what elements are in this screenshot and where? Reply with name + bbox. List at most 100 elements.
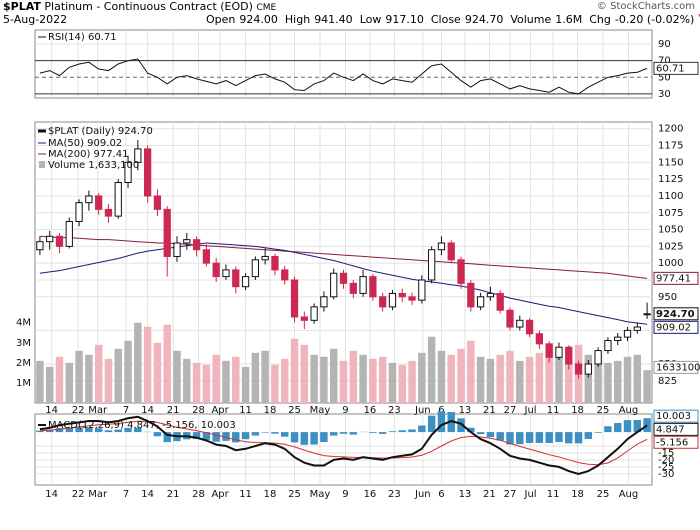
candle-body bbox=[467, 282, 475, 308]
y-tick-label: -20 bbox=[658, 455, 674, 466]
candle-body bbox=[261, 255, 269, 261]
volume-bar bbox=[310, 354, 318, 403]
macd-histogram-bar bbox=[104, 430, 113, 433]
macd-histogram-bar bbox=[388, 431, 397, 433]
volume-bar bbox=[457, 348, 465, 403]
volume-bar bbox=[584, 354, 593, 403]
x-tick-label: Mar bbox=[88, 405, 108, 416]
candle-body bbox=[114, 182, 122, 217]
value-tag-box bbox=[653, 61, 699, 75]
macd-histogram-bar bbox=[45, 429, 54, 433]
macd-histogram-bar bbox=[232, 432, 240, 443]
x-tick-label: 14 bbox=[141, 489, 154, 500]
quote-date: 5-Aug-2022 bbox=[3, 13, 68, 26]
legend-entry: $PLAT (Daily) 924.70 bbox=[48, 126, 153, 137]
rsi-line bbox=[39, 58, 648, 95]
x-tick-label: 28 bbox=[192, 405, 205, 416]
volume-bar bbox=[437, 350, 446, 403]
x-tick-label: Jul bbox=[524, 489, 537, 500]
candle-body bbox=[251, 259, 259, 278]
candle-body bbox=[173, 242, 181, 257]
candle-body bbox=[398, 292, 406, 298]
quote-label: Chg bbox=[589, 13, 611, 26]
macd-histogram-bar bbox=[202, 432, 211, 440]
macd-histogram-bar bbox=[476, 432, 485, 435]
candle-body bbox=[555, 346, 563, 358]
macd-signal-line bbox=[39, 420, 648, 466]
panel-frame bbox=[34, 413, 653, 486]
volume-bar bbox=[281, 358, 289, 403]
macd-histogram-bar bbox=[222, 432, 230, 441]
candle-body bbox=[428, 249, 436, 281]
value-tag-box bbox=[653, 435, 699, 449]
candle-body bbox=[604, 339, 612, 352]
legend-entry: RSI(14) 60.71 bbox=[48, 32, 117, 43]
candle-body bbox=[457, 259, 465, 284]
x-tick-label: May bbox=[310, 405, 331, 416]
volume-bar bbox=[545, 348, 553, 403]
volume-bar bbox=[183, 358, 191, 403]
volume-bar bbox=[124, 340, 132, 403]
macd-histogram-bar bbox=[349, 432, 358, 435]
volume-bar bbox=[202, 364, 211, 403]
macd-histogram-bar bbox=[486, 432, 495, 438]
candle-body bbox=[614, 336, 622, 341]
candle-body bbox=[202, 249, 211, 264]
candle-body bbox=[535, 333, 544, 345]
x-tick-label: 16 bbox=[364, 405, 377, 416]
x-tick-label: 27 bbox=[504, 405, 517, 416]
y-tick-label: 2M bbox=[16, 358, 31, 369]
y-tick-label: 825 bbox=[658, 376, 677, 387]
x-tick-label: 21 bbox=[167, 489, 180, 500]
x-tick-label: 25 bbox=[288, 405, 301, 416]
x-tick-label: Apr bbox=[211, 405, 229, 416]
y-tick-label: 70 bbox=[658, 56, 671, 67]
x-tick-label: 7 bbox=[123, 489, 129, 500]
macd-histogram-bar bbox=[643, 418, 651, 433]
x-tick-label: 21 bbox=[483, 489, 496, 500]
macd-histogram-bar bbox=[545, 432, 553, 443]
macd-histogram-bar bbox=[134, 427, 142, 433]
macd-histogram-bar bbox=[408, 429, 416, 433]
y-tick-label: 50 bbox=[658, 72, 671, 83]
x-tick-label: 27 bbox=[504, 489, 517, 500]
macd-histogram-bar bbox=[55, 428, 64, 433]
x-tick-label: Aug bbox=[619, 489, 639, 500]
symbol: $PLAT bbox=[3, 0, 41, 13]
x-tick-label: 11 bbox=[239, 405, 252, 416]
x-tick-label: 13 bbox=[459, 405, 472, 416]
value-tag-box bbox=[653, 271, 699, 285]
candle-body bbox=[584, 363, 592, 375]
volume-bar bbox=[114, 348, 122, 403]
candle-body bbox=[506, 309, 514, 328]
volume-bar bbox=[565, 350, 573, 403]
volume-bar bbox=[94, 344, 103, 403]
value-tag-box bbox=[653, 307, 699, 321]
macd-histogram-bar bbox=[418, 425, 426, 433]
value-tag: 60.71 bbox=[656, 63, 685, 74]
x-tick-label: 6 bbox=[438, 489, 444, 500]
candle-body bbox=[36, 241, 44, 251]
quote-value: 924.70 bbox=[464, 13, 504, 26]
x-tick-label: 18 bbox=[264, 405, 277, 416]
x-tick-label: 22 bbox=[72, 405, 85, 416]
macd-histogram-bar bbox=[329, 432, 338, 436]
macd-histogram-bar bbox=[506, 432, 514, 445]
x-tick-label: 21 bbox=[167, 405, 180, 416]
volume-bar bbox=[143, 326, 152, 403]
volume-bar bbox=[222, 360, 230, 403]
volume-bar bbox=[614, 360, 622, 403]
candle-body bbox=[339, 272, 348, 284]
volume-bar bbox=[535, 352, 544, 403]
y-tick-label: 4M bbox=[16, 318, 31, 329]
macd-histogram-bar bbox=[516, 432, 524, 445]
volume-bar bbox=[75, 350, 83, 403]
macd-histogram-bar bbox=[310, 432, 318, 445]
candle-body bbox=[408, 296, 416, 301]
x-tick-label: 23 bbox=[388, 405, 401, 416]
y-tick-label: 1050 bbox=[658, 225, 683, 236]
volume-bar bbox=[104, 358, 113, 403]
x-tick-label: 25 bbox=[597, 489, 610, 500]
macd-histogram-bar bbox=[114, 429, 122, 433]
